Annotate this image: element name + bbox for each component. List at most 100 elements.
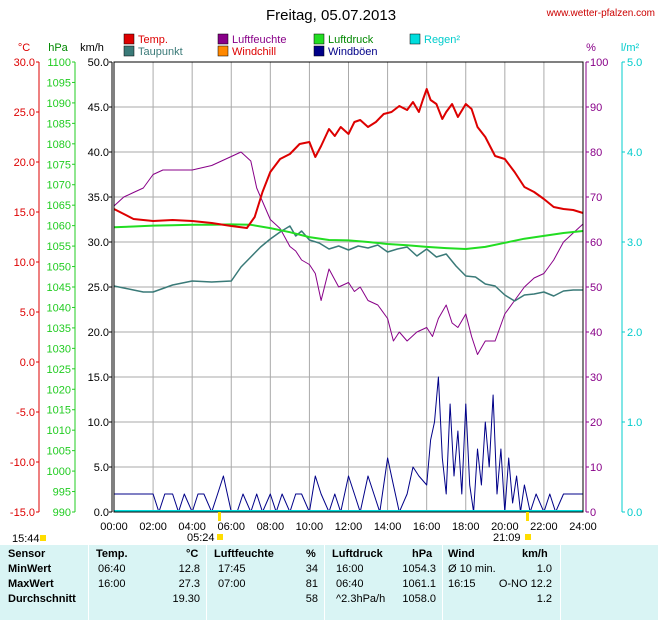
y-tick-label-temp: 10.0 <box>14 257 35 269</box>
y-tick-label-temp: -15.0 <box>10 507 35 519</box>
y-tick-label-temp: 15.0 <box>14 207 35 219</box>
y-tick-label-wind: 20.0 <box>88 327 109 339</box>
legend-swatch-gust <box>313 45 325 57</box>
header-wind-unit: km/h <box>522 548 548 560</box>
y-tick-label-wind: 45.0 <box>88 102 109 114</box>
cell-wind-val: 1.2 <box>536 593 552 605</box>
divider <box>88 545 89 620</box>
chart-title: Freitag, 05.07.2013 <box>266 7 396 24</box>
y-tick-label-humidity: 30 <box>590 372 602 384</box>
legend-swatch-pressure <box>313 33 325 45</box>
cell-wind-val: O-NO 12.2 <box>498 578 552 590</box>
left-time-label: 15:44 <box>12 533 40 545</box>
header-humidity-unit: % <box>306 548 316 560</box>
x-tick-label: 00:00 <box>100 521 128 533</box>
y-tick-label-pressure: 1010 <box>47 425 71 437</box>
y-tick-label-rain: 0.0 <box>627 507 642 519</box>
x-tick-label: 20:00 <box>491 521 519 533</box>
plot-frame <box>113 61 584 513</box>
y-tick-label-humidity: 70 <box>590 192 602 204</box>
cell-press-time: 06:40 <box>336 578 364 590</box>
sunset-marker <box>526 512 529 521</box>
cell-hum-time: 17:45 <box>218 563 246 575</box>
y-tick-label-humidity: 50 <box>590 282 602 294</box>
y-tick-label-pressure: 1025 <box>47 364 71 376</box>
series-layer <box>113 88 584 513</box>
y-tick-label-pressure: 1000 <box>47 466 71 478</box>
y-tick-label-pressure: 1015 <box>47 405 71 417</box>
y-tick-label-rain: 1.0 <box>627 417 642 429</box>
y-tick-label-pressure: 1085 <box>47 118 71 130</box>
y-tick-label-wind: 40.0 <box>88 147 109 159</box>
x-tick-label: 02:00 <box>139 521 167 533</box>
y-tick-label-wind: 15.0 <box>88 372 109 384</box>
header-temp: Temp. <box>96 548 128 560</box>
y-tick-label-rain: 2.0 <box>627 327 642 339</box>
site-link[interactable]: www.wetter-pfalzen.com <box>546 8 655 19</box>
x-tick-label: 08:00 <box>257 521 285 533</box>
legend-swatch-temp <box>123 33 135 45</box>
header-wind: Wind <box>448 548 475 560</box>
y-tick-label-pressure: 1020 <box>47 384 71 396</box>
cell-press-val: 1054.3 <box>402 563 436 575</box>
y-tick-label-humidity: 80 <box>590 147 602 159</box>
header-pressure-unit: hPa <box>412 548 433 560</box>
axis-unit-rain: l/m² <box>621 42 640 54</box>
y-tick-label-pressure: 1045 <box>47 282 71 294</box>
weather-chart: Freitag, 05.07.2013 www.wetter-pfalzen.c… <box>10 7 655 545</box>
axis-unit-pressure: hPa <box>48 42 68 54</box>
series-line-luftfeuchte <box>113 151 584 355</box>
x-tick-label: 14:00 <box>374 521 402 533</box>
legend-windchill: Windchill <box>232 46 276 58</box>
header-temp-unit: °C <box>186 548 199 560</box>
cell-label: MinWert <box>8 563 52 575</box>
cell-press-time: 16:00 <box>336 563 364 575</box>
cell-wind-val: 1.0 <box>536 563 552 575</box>
y-tick-label-temp: 25.0 <box>14 107 35 119</box>
cell-hum-time: 07:00 <box>218 578 246 590</box>
y-tick-label-humidity: 10 <box>590 462 602 474</box>
stats-table: Sensor Temp. °C Luftfeuchte % Luftdruck … <box>0 545 658 620</box>
y-tick-label-humidity: 60 <box>590 237 602 249</box>
y-tick-label-wind: 30.0 <box>88 237 109 249</box>
legend-rain: Regen² <box>424 34 460 46</box>
table-row: MinWert 06:40 12.8 17:45 34 16:00 1054.3 Ø 10 m… <box>0 563 658 578</box>
y-tick-label-rain: 5.0 <box>627 57 642 69</box>
header-sensor: Sensor <box>8 548 46 560</box>
x-tick-label: 18:00 <box>452 521 480 533</box>
series-line-taupunkt <box>113 225 583 302</box>
legend-swatch-dewpoint <box>123 45 135 57</box>
sun-icon <box>40 535 46 541</box>
y-tick-label-humidity: 100 <box>590 57 608 69</box>
y-tick-label-pressure: 1070 <box>47 180 71 192</box>
y-tick-label-wind: 10.0 <box>88 417 109 429</box>
legend-swatch-rain <box>409 33 421 45</box>
y-tick-label-pressure: 1005 <box>47 446 71 458</box>
y-tick-label-rain: 3.0 <box>627 237 642 249</box>
cell-press-time: ^2.3hPa/h <box>336 593 386 605</box>
y-tick-label-pressure: 990 <box>53 507 71 519</box>
legend-swatch-windchill <box>217 45 229 57</box>
y-tick-label-pressure: 1030 <box>47 343 71 355</box>
y-tick-label-humidity: 20 <box>590 417 602 429</box>
x-tick-label: 24:00 <box>569 521 597 533</box>
header-humidity: Luftfeuchte <box>214 548 274 560</box>
cell-press-val: 1058.0 <box>402 593 436 605</box>
y-tick-label-rain: 4.0 <box>627 147 642 159</box>
grid <box>114 62 583 512</box>
sunrise-icon <box>217 534 223 540</box>
x-tick-label: 10:00 <box>296 521 324 533</box>
cell-wind-time: 16:15 <box>448 578 476 590</box>
legend-dewpoint: Taupunkt <box>138 46 183 58</box>
cell-temp-time: 16:00 <box>98 578 126 590</box>
y-tick-label-temp: -5.0 <box>16 407 35 419</box>
cell-hum-val: 58 <box>305 593 318 605</box>
y-tick-label-pressure: 1090 <box>47 98 71 110</box>
legend-gust: Windböen <box>328 46 378 58</box>
y-tick-label-pressure: 1055 <box>47 241 71 253</box>
y-tick-label-wind: 50.0 <box>88 57 109 69</box>
table-header: Sensor Temp. °C Luftfeuchte % Luftdruck … <box>0 548 658 563</box>
cell-wind-time: Ø 10 min. <box>448 563 496 575</box>
divider <box>206 545 207 620</box>
series-line-luftdruck <box>113 223 584 250</box>
